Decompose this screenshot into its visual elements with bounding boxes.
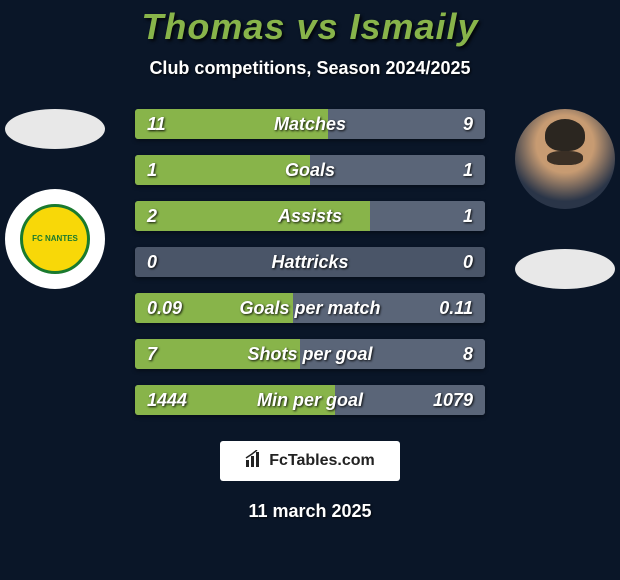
- stats-area: FC NANTES 119Matches 11Goals 21Assists 00Ha…: [0, 109, 620, 431]
- footer-brand-box[interactable]: FcTables.com: [220, 441, 400, 481]
- chart-icon: [245, 450, 263, 473]
- stat-label: Goals per match: [135, 298, 485, 319]
- stat-label: Matches: [135, 114, 485, 135]
- stat-bar: 78Shots per goal: [135, 339, 485, 369]
- club-badge-left: FC NANTES: [5, 189, 105, 289]
- right-player-column: [510, 109, 620, 289]
- stat-bar: 119Matches: [135, 109, 485, 139]
- infographic-container: Thomas vs Ismaily Club competitions, Sea…: [0, 0, 620, 580]
- date-text: 11 march 2025: [248, 501, 371, 522]
- left-player-column: FC NANTES: [0, 109, 110, 289]
- club-badge-text: FC NANTES: [20, 204, 90, 274]
- player-photo-placeholder-left: [5, 109, 105, 149]
- stat-bar: 0.090.11Goals per match: [135, 293, 485, 323]
- stat-bar: 21Assists: [135, 201, 485, 231]
- footer-brand-text: FcTables.com: [269, 452, 375, 470]
- stat-label: Min per goal: [135, 390, 485, 411]
- club-badge-placeholder-right: [515, 249, 615, 289]
- subtitle: Club competitions, Season 2024/2025: [149, 58, 470, 79]
- stat-bar: 14441079Min per goal: [135, 385, 485, 415]
- stat-label: Goals: [135, 160, 485, 181]
- stat-label: Hattricks: [135, 252, 485, 273]
- stat-bar: 11Goals: [135, 155, 485, 185]
- page-title: Thomas vs Ismaily: [141, 6, 478, 48]
- stat-label: Shots per goal: [135, 344, 485, 365]
- stat-bars: 119Matches 11Goals 21Assists 00Hattricks 0.0…: [135, 109, 485, 415]
- stat-label: Assists: [135, 206, 485, 227]
- player-photo-right: [515, 109, 615, 209]
- stat-bar: 00Hattricks: [135, 247, 485, 277]
